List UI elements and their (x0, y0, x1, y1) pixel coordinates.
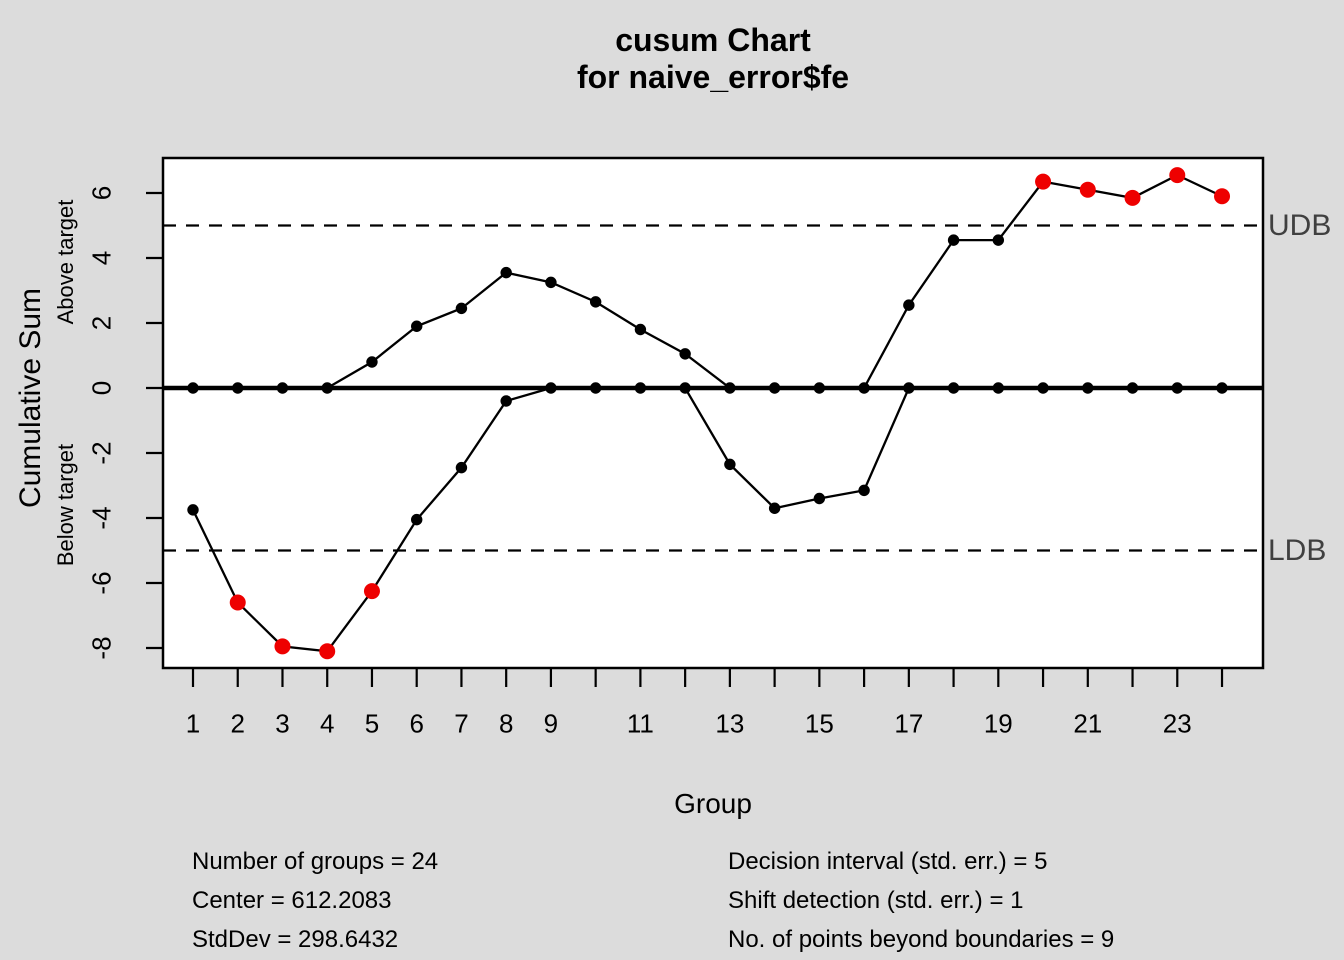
data-point (858, 484, 870, 497)
data-point (1216, 382, 1228, 394)
x-tick-label: 4 (319, 708, 335, 739)
data-point (679, 382, 691, 394)
stat-points-beyond: No. of points beyond boundaries = 9 (728, 926, 1115, 953)
data-point (992, 382, 1005, 394)
data-point (589, 296, 602, 308)
data-point (903, 382, 915, 394)
y-tick-label: 2 (86, 315, 117, 331)
y-axis-label: Cumulative Sum (14, 287, 47, 509)
plot-background (163, 158, 1263, 668)
data-point (724, 382, 736, 394)
x-tick-label: 6 (409, 708, 424, 739)
udb-boundary-label: UDB (1268, 209, 1332, 242)
data-point (858, 382, 870, 394)
stat-decision-interval: Decision interval (std. err.) = 5 (728, 848, 1048, 875)
data-point (500, 395, 512, 407)
x-tick-label: 19 (983, 708, 1013, 739)
chart-title: cusum Chart (615, 22, 811, 58)
stat-shift-detection: Shift detection (std. err.) = 1 (728, 887, 1024, 914)
x-tick-label: 9 (543, 708, 559, 739)
data-point (768, 382, 781, 394)
stat-stddev: StdDev = 298.6432 (192, 926, 399, 953)
x-tick-label: 21 (1073, 708, 1103, 739)
beyond-boundary-point (363, 583, 380, 600)
y-tick-label: -2 (86, 441, 117, 465)
data-point (589, 382, 602, 394)
x-tick-label: 11 (626, 708, 654, 739)
ldb-boundary-label: LDB (1268, 534, 1327, 567)
y-tick-label: 4 (86, 250, 117, 266)
x-tick-label: 1 (185, 708, 201, 739)
beyond-boundary-point (1035, 173, 1052, 190)
above-target-label: Above target (53, 199, 78, 325)
stat-number-of-groups: Number of groups = 24 (192, 848, 439, 875)
x-tick-label: 5 (364, 708, 380, 739)
data-point (813, 492, 826, 505)
data-point (187, 504, 199, 516)
data-point (411, 320, 423, 332)
below-target-cusum-line (191, 386, 1223, 653)
data-point (947, 382, 960, 394)
x-tick-label: 13 (715, 708, 745, 739)
data-point (455, 461, 468, 474)
beyond-boundary-point (274, 638, 291, 655)
data-point (992, 234, 1005, 246)
x-tick-label: 7 (454, 708, 469, 739)
x-tick-label: 3 (275, 708, 290, 739)
x-tick-label: 17 (894, 708, 924, 739)
data-point (1126, 382, 1139, 394)
data-point (768, 502, 781, 514)
stat-center: Center = 612.2083 (192, 887, 392, 914)
data-point (1082, 382, 1094, 394)
beyond-boundary-point (229, 594, 246, 611)
data-point (634, 382, 647, 394)
beyond-boundary-point (1124, 189, 1141, 206)
data-point (366, 356, 378, 368)
x-tick-label: 8 (498, 708, 514, 739)
y-tick-label: -4 (86, 506, 117, 530)
data-point (947, 234, 960, 246)
y-tick-label: -6 (86, 571, 117, 595)
x-tick-label: 23 (1162, 708, 1192, 739)
y-tick-label: -8 (86, 636, 117, 660)
data-point (545, 382, 557, 394)
data-point (187, 382, 199, 394)
data-point (545, 276, 557, 289)
data-point (455, 302, 468, 315)
plot-border (161, 156, 1265, 670)
data-point (321, 382, 333, 394)
x-axis-label: Group (674, 788, 752, 819)
data-point (679, 348, 691, 360)
data-point (1037, 382, 1049, 394)
data-point (411, 513, 423, 526)
data-point (1171, 382, 1183, 394)
data-point (500, 266, 512, 279)
data-point (634, 323, 647, 336)
y-tick-label: 6 (86, 185, 117, 201)
data-point (724, 458, 736, 471)
beyond-boundary-point (319, 643, 336, 660)
data-point (813, 382, 826, 394)
beyond-boundary-point (1214, 188, 1231, 205)
beyond-boundary-point (1079, 181, 1096, 198)
beyond-boundary-point (1169, 167, 1186, 184)
data-point (903, 299, 915, 311)
chart-subtitle: for naive_error$fe (576, 59, 850, 95)
data-point (276, 382, 289, 394)
x-tick-label: 2 (230, 708, 245, 739)
y-tick-label: 0 (86, 380, 117, 396)
data-point (232, 382, 244, 394)
below-target-label: Below target (53, 443, 78, 567)
x-tick-label: 15 (804, 708, 834, 739)
